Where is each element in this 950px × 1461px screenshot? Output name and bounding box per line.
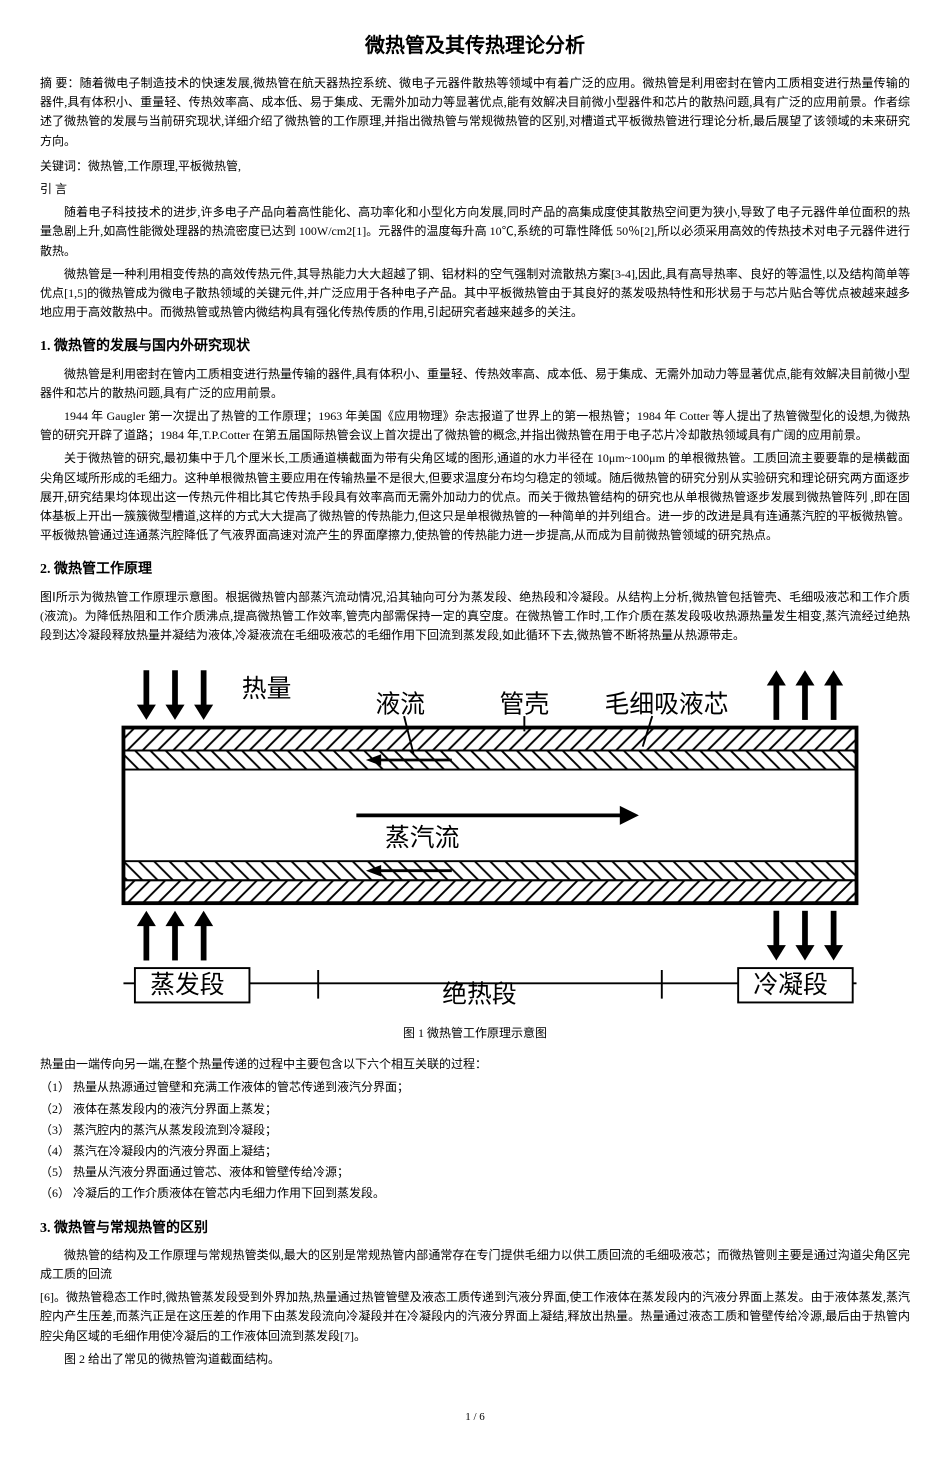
wick-bot-2 xyxy=(123,861,856,880)
section-3-paragraph-2: [6]。微热管稳态工作时,微热管蒸发段受到外界加热,热量通过热管管壁及液态工质传… xyxy=(40,1288,910,1346)
list-item-2: （2） 液体在蒸发段内的液汽分界面上蒸发； xyxy=(40,1100,910,1119)
wick-top xyxy=(123,728,856,751)
heat-out-top-arrows-icon xyxy=(767,671,843,721)
intro-paragraph-2: 微热管是一种利用相变传热的高效传热元件,其导热能力大大超越了铜、铝材料的空气强制… xyxy=(40,265,910,323)
keywords: 关键词：微热管,工作原理,平板微热管, xyxy=(40,157,910,176)
section-1-paragraph-3: 关于微热管的研究,最初集中于几个厘米长,工质通道横截面为带有尖角区域的图形,通道… xyxy=(40,449,910,545)
abstract-text: 随着微电子制造技术的快速发展,微热管在航天器热控系统、微电子元器件散热等领域中有… xyxy=(40,76,910,148)
adiabatic-label: 绝热段 xyxy=(442,981,516,1009)
section-1-title: 1. 微热管的发展与国内外研究现状 xyxy=(40,336,910,358)
abstract: 摘 要：随着微电子制造技术的快速发展,微热管在航天器热控系统、微电子元器件散热等… xyxy=(40,74,910,151)
section-1-paragraph-2: 1944 年 Gaugler 第一次提出了热管的工作原理；1963 年美国《应用… xyxy=(40,407,910,445)
wick-top-2 xyxy=(123,751,856,770)
section-2-title: 2. 微热管工作原理 xyxy=(40,559,910,581)
section-3-paragraph-1: 微热管的结构及工作原理与常规热管类似,最大的区别是常规热管内部通常存在专门提供毛… xyxy=(40,1246,910,1284)
list-item-4: （4） 蒸汽在冷凝段内的汽液分界面上凝结； xyxy=(40,1142,910,1161)
heat-out-bottom-arrows-icon xyxy=(767,911,843,961)
list-item-3: （3） 蒸汽腔内的蒸汽从蒸发段流到冷凝段； xyxy=(40,1121,910,1140)
page-title: 微热管及其传热理论分析 xyxy=(40,30,910,62)
evap-label: 蒸发段 xyxy=(150,971,224,999)
condens-label: 冷凝段 xyxy=(753,971,827,999)
liquid-flow-label: 液流 xyxy=(375,691,425,719)
section-2-paragraph-1: 图Ⅰ所示为微热管工作原理示意图。根据微热管内部蒸汽流动情况,沿其轴向可分为蒸发段… xyxy=(40,588,910,646)
intro-paragraph-1: 随着电子科技技术的进步,许多电子产品向着高性能化、高功率化和小型化方向发展,同时… xyxy=(40,203,910,261)
heat-pipe-diagram: 热量 液流 管壳 毛细吸液芯 xyxy=(70,655,910,1018)
intro-label: 引 言 xyxy=(40,180,910,199)
keywords-label: 关键词： xyxy=(40,159,88,173)
heat-label: 热量 xyxy=(242,675,292,703)
vapor-flow-arrow-icon xyxy=(356,806,639,825)
list-item-6: （6） 冷凝后的工作介质液体在管芯内毛细力作用下回到蒸发段。 xyxy=(40,1184,910,1203)
heat-in-bottom-arrows-icon xyxy=(137,911,213,961)
section-1-paragraph-1: 微热管是利用密封在管内工质相变进行热量传输的器件,具有体积小、重量轻、传热效率高… xyxy=(40,365,910,403)
wick-label: 毛细吸液芯 xyxy=(605,691,729,719)
section-2-paragraph-2: 热量由一端传向另一端,在整个热量传递的过程中主要包含以下六个相互关联的过程： xyxy=(40,1055,910,1074)
abstract-label: 摘 要： xyxy=(40,76,80,90)
list-item-1: （1） 热量从热源通过管壁和充满工作液体的管芯传递到液汽分界面； xyxy=(40,1078,910,1097)
section-3-title: 3. 微热管与常规热管的区别 xyxy=(40,1218,910,1240)
figure-1-caption: 图 1 微热管工作原理示意图 xyxy=(40,1024,910,1043)
vapor-flow-label: 蒸汽流 xyxy=(385,824,459,852)
keywords-text: 微热管,工作原理,平板微热管, xyxy=(88,159,241,173)
heat-in-arrows-icon xyxy=(137,671,213,721)
shell-label: 管壳 xyxy=(500,691,550,719)
wick-bot xyxy=(123,881,856,904)
list-item-5: （5） 热量从汽液分界面通过管芯、液体和管壁传给冷源； xyxy=(40,1163,910,1182)
section-3-paragraph-3: 图 2 给出了常见的微热管沟道截面结构。 xyxy=(40,1350,910,1369)
page-number: 1 / 6 xyxy=(40,1409,910,1427)
